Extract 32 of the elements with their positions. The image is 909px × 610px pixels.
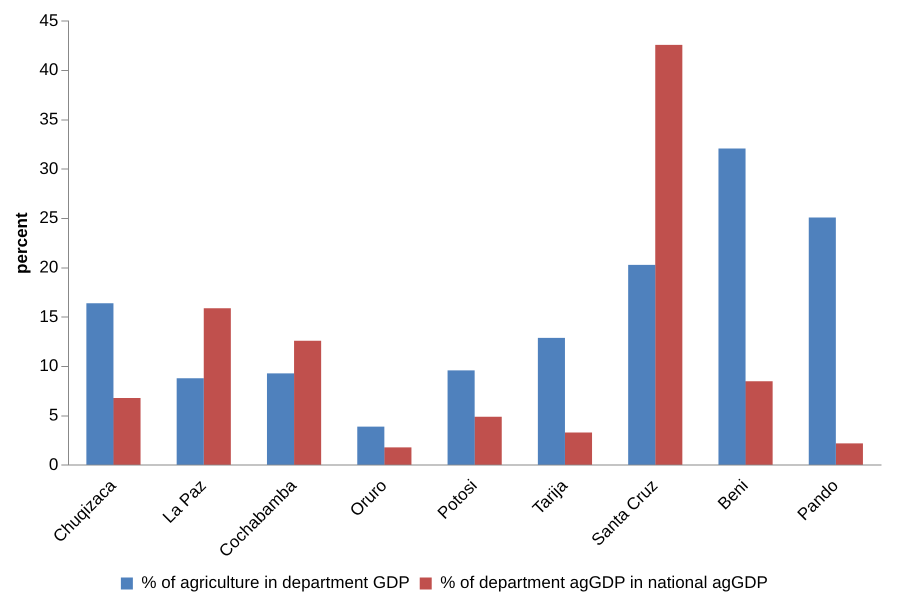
bar [86,303,114,465]
bar [836,443,863,465]
bar [628,264,656,465]
bar [448,370,475,465]
bar [357,426,384,465]
y-tick-label: 15 [39,306,58,326]
bar [718,148,746,465]
y-tick-label: 0 [48,454,58,474]
legend-label: % of department agGDP in national agGDP [440,573,768,592]
bar [538,338,565,465]
bar [474,416,502,465]
y-tick-label: 10 [39,356,58,376]
y-tick-label: 25 [39,208,58,228]
bar [204,308,231,465]
bar [266,373,294,465]
bar [564,432,592,465]
bar [655,44,682,465]
bar [176,378,204,465]
bar [384,447,412,465]
y-axis-title: percent [12,212,31,274]
bar [808,217,836,465]
y-tick-label: 20 [39,257,58,276]
legend-label: % of agriculture in department GDP [141,573,410,592]
x-tick-label: La Paz [159,476,210,527]
y-tick-label: 30 [39,158,58,178]
bar [746,381,773,465]
y-tick-label: 5 [48,405,58,424]
y-tick-label: 40 [39,60,58,80]
bar [294,340,322,465]
y-tick-label: 45 [39,10,58,30]
bar [113,398,141,465]
y-tick-label: 35 [39,110,58,129]
